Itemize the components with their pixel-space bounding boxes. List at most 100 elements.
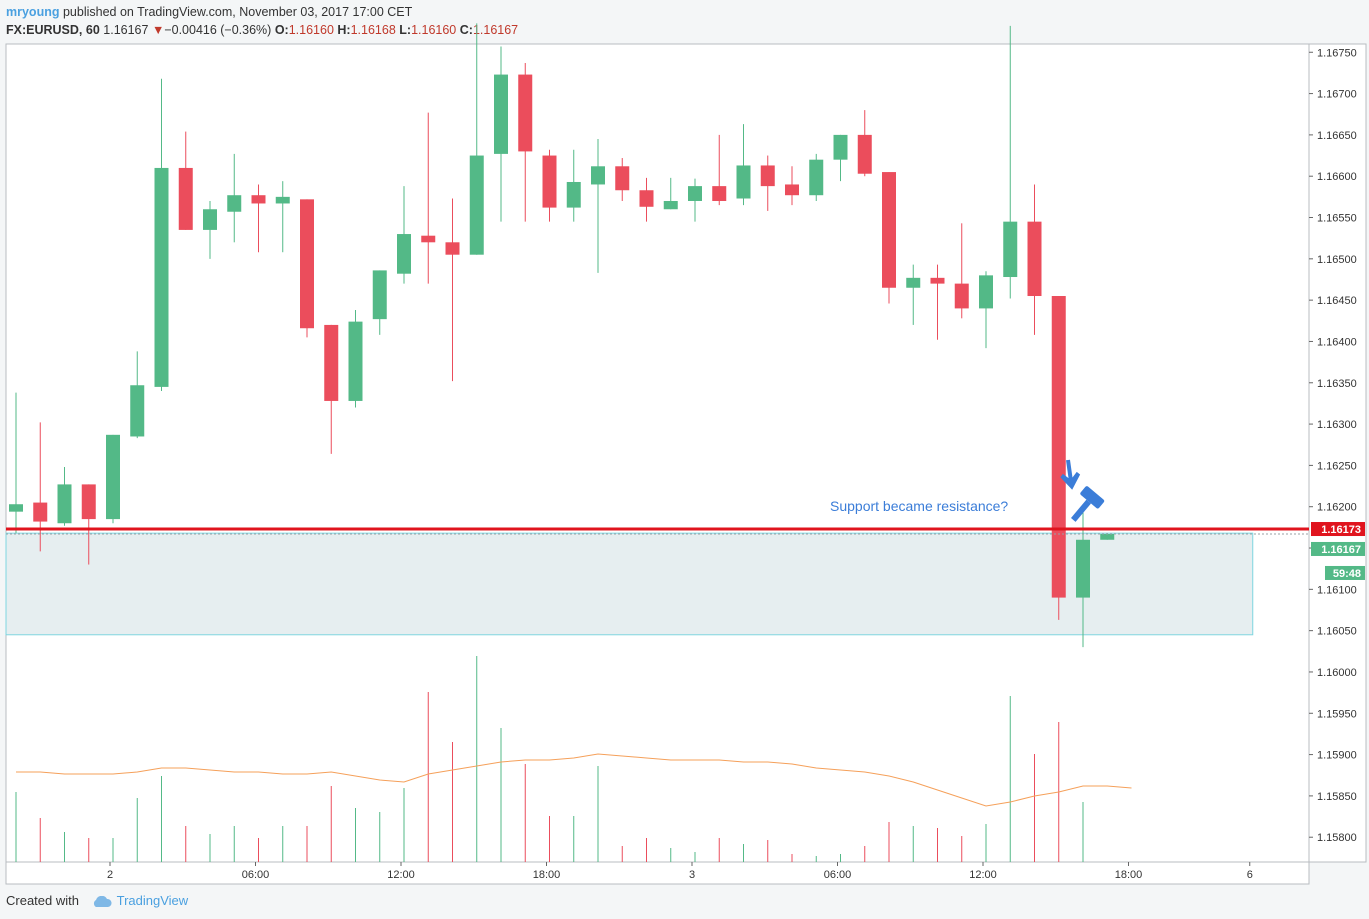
candle-body [857, 134, 872, 174]
candle[interactable] [882, 172, 896, 304]
candle[interactable] [639, 177, 654, 222]
candle-body [1003, 221, 1018, 278]
candle[interactable] [1003, 25, 1018, 299]
candle[interactable] [857, 110, 872, 177]
price-tick-label: 1.15800 [1317, 832, 1357, 844]
arrow-down-icon[interactable] [1058, 459, 1082, 491]
countdown-bg [1325, 565, 1365, 580]
candle[interactable] [494, 46, 508, 222]
candle[interactable] [1027, 184, 1042, 335]
author-name[interactable]: mryoung [6, 5, 60, 19]
candle-body [372, 270, 387, 320]
candle-body [591, 166, 605, 185]
price-tick-label: 1.16300 [1317, 419, 1357, 431]
candle[interactable] [833, 134, 848, 182]
candle[interactable] [591, 139, 605, 273]
candle[interactable] [9, 392, 23, 534]
candle[interactable] [785, 166, 799, 206]
down-triangle-icon: ▼ [151, 23, 165, 37]
candle[interactable] [421, 112, 436, 284]
candle[interactable] [300, 199, 314, 338]
candle[interactable] [906, 264, 921, 325]
candle[interactable] [979, 271, 993, 349]
candle[interactable] [397, 186, 411, 284]
candle[interactable] [178, 131, 193, 230]
candle[interactable] [203, 200, 217, 259]
candle[interactable] [760, 155, 775, 211]
candle[interactable] [1051, 296, 1066, 620]
candle[interactable] [930, 264, 945, 340]
price-tick-label: 1.16350 [1317, 378, 1357, 390]
last-price-label-text: 1.16167 [1321, 544, 1361, 556]
candle[interactable] [445, 198, 460, 382]
candle[interactable] [130, 351, 145, 439]
candle[interactable] [372, 270, 387, 335]
time-tick-label: 06:00 [242, 869, 270, 881]
price-tick-label: 1.16100 [1317, 584, 1357, 596]
resistance-price-label-text: 1.16173 [1321, 524, 1361, 536]
candle[interactable] [712, 134, 727, 206]
candle-body [203, 209, 217, 230]
open-value: 1.16160 [288, 23, 334, 37]
candle-body [469, 155, 484, 255]
candle[interactable] [954, 223, 969, 319]
candle-body [130, 385, 145, 437]
candle[interactable] [324, 324, 339, 454]
price-tick-label: 1.16500 [1317, 254, 1357, 266]
price-tick-label: 1.16050 [1317, 626, 1357, 638]
symbol-label[interactable]: FX:EURUSD, 60 [6, 23, 100, 37]
candle[interactable] [663, 177, 678, 210]
candle-body [1100, 533, 1115, 540]
candle-body [906, 277, 921, 288]
hammer-icon[interactable] [1064, 485, 1105, 527]
candle[interactable] [81, 484, 96, 565]
candle-body [760, 165, 775, 187]
candle-body [227, 195, 242, 212]
time-axis[interactable] [5, 861, 1310, 885]
candle[interactable] [348, 310, 363, 408]
candle[interactable] [469, 23, 484, 255]
candle-body [178, 167, 193, 230]
price-tick-label: 1.16200 [1317, 502, 1357, 514]
candle[interactable] [518, 63, 533, 222]
candle-body [615, 166, 630, 191]
candle[interactable] [275, 181, 290, 253]
candle[interactable] [566, 149, 581, 222]
price-tick-label: 1.16750 [1317, 47, 1357, 59]
low-label: L: [399, 23, 412, 37]
candle[interactable] [251, 184, 266, 253]
price-axis[interactable] [1308, 43, 1367, 863]
annotation-text[interactable]: Support became resistance? [830, 498, 1008, 514]
candle[interactable] [57, 467, 72, 526]
candle-body [106, 434, 120, 520]
candle[interactable] [106, 434, 120, 524]
plot-area[interactable] [5, 43, 1310, 863]
candle-body [809, 159, 824, 196]
tradingview-brand-link[interactable]: TradingView [116, 893, 189, 908]
published-text: published on TradingView.com, November 0… [62, 5, 413, 19]
candle[interactable] [227, 153, 242, 243]
candle[interactable] [736, 124, 751, 206]
time-tick-label: 12:00 [969, 869, 997, 881]
candle-body [518, 74, 533, 152]
candle[interactable] [542, 149, 557, 222]
price-tick-label: 1.16450 [1317, 295, 1357, 307]
resistance-price-label[interactable]: 1.16173 [1311, 522, 1365, 537]
candle-body [324, 324, 339, 401]
candle[interactable] [688, 178, 702, 222]
time-tick-label: 18:00 [533, 869, 561, 881]
time-tick-label: 12:00 [387, 869, 415, 881]
support-zone-rect[interactable] [5, 532, 1254, 636]
candle[interactable] [615, 158, 630, 201]
last-price-label[interactable]: 1.16167 [1311, 541, 1365, 556]
close-value: 1.16167 [472, 23, 519, 37]
high-label: H: [337, 23, 351, 37]
candle-body [445, 242, 460, 255]
candle[interactable] [809, 153, 824, 201]
last-price-label-bg [1311, 541, 1365, 556]
candle-body [882, 172, 896, 288]
candle-body [348, 321, 363, 401]
candle[interactable] [154, 78, 169, 392]
candle-body [833, 134, 848, 160]
